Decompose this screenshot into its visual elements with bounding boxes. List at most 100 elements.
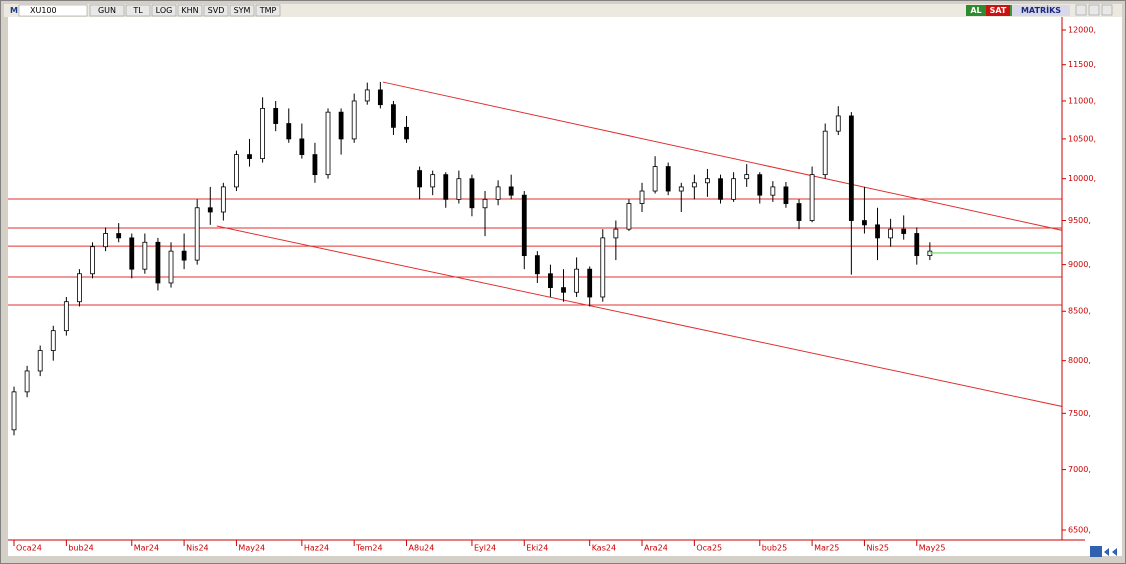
candle-body	[351, 100, 357, 140]
candle-body	[691, 182, 697, 188]
x-tick-label: A8u24	[409, 544, 435, 553]
candle-body	[155, 241, 161, 284]
candle-body	[194, 207, 200, 261]
candle-body	[377, 89, 383, 106]
sell-bg	[986, 5, 1010, 16]
candle-body	[613, 228, 619, 239]
candle-body	[443, 174, 449, 200]
candle-body	[521, 194, 527, 257]
y-tick-label: 9500,	[1068, 216, 1091, 225]
x-tick-label: Kas24	[592, 544, 616, 553]
toolbar-button[interactable]	[229, 4, 255, 17]
x-tick-label: Tem24	[355, 544, 382, 553]
y-tick-label: 10000,	[1068, 174, 1096, 183]
toolbar-button[interactable]	[255, 4, 281, 17]
candle-body	[495, 186, 501, 200]
toolbar-items: M XU100 AL SAT MATRİKS	[10, 4, 1117, 557]
candle-body	[50, 330, 56, 351]
trend-line	[216, 225, 1062, 407]
candle-body	[168, 250, 174, 284]
toolbar-button[interactable]	[177, 4, 203, 17]
candle-body	[731, 178, 737, 200]
candle-body	[561, 287, 566, 293]
candle-body	[534, 255, 540, 275]
buy-bg	[966, 5, 986, 16]
candle-body	[783, 186, 789, 204]
x-tick-label: May25	[919, 544, 946, 553]
candle-body	[260, 108, 266, 159]
toolbar-button-label[interactable]: SYM	[234, 6, 251, 15]
sell-button-text[interactable]: SAT	[990, 6, 1007, 15]
y-tick-label: 11500,	[1068, 60, 1096, 69]
minimize[interactable]	[1075, 4, 1087, 16]
toolbar-button[interactable]	[125, 4, 151, 17]
candle-body	[456, 178, 462, 200]
plot-area	[8, 17, 1062, 540]
x-axis-area	[8, 540, 1122, 556]
candle-body	[796, 203, 802, 221]
candle-body	[705, 178, 710, 184]
candle-body	[325, 111, 331, 176]
candle-body	[77, 273, 82, 303]
x-tick-label: Eki24	[526, 544, 548, 553]
y-axis-area	[1062, 17, 1122, 540]
candle-body	[901, 228, 907, 234]
y-tick-label: 6500,	[1068, 526, 1091, 535]
x-tick-label: Mar25	[814, 544, 839, 553]
toolbar-button-label[interactable]: SVD	[208, 6, 225, 15]
x-tick-label: Nis25	[866, 544, 889, 553]
y-tick-label: 7500,	[1068, 409, 1091, 418]
x-tick-label: Ara24	[644, 544, 668, 553]
toolbar-button[interactable]	[151, 4, 177, 17]
candle-body	[574, 268, 580, 293]
candle-body	[391, 104, 396, 128]
x-tick-label: Oca24	[16, 544, 42, 553]
candle-body	[299, 138, 305, 155]
candle-body	[338, 111, 344, 140]
candle-body	[11, 391, 17, 431]
candle-body	[482, 198, 488, 209]
candle-body	[508, 186, 514, 196]
candle-body	[404, 126, 409, 140]
candle-body	[116, 233, 122, 239]
buy-button-text[interactable]: AL	[970, 6, 981, 15]
maximize[interactable]	[1088, 4, 1100, 16]
candle-body	[639, 190, 645, 204]
candle-body	[626, 203, 632, 230]
candle-body	[848, 115, 854, 221]
symbol-box[interactable]	[18, 4, 88, 17]
candle-body	[548, 273, 553, 289]
toolbar-button-label[interactable]: LOG	[156, 6, 173, 15]
candle-body	[207, 207, 213, 213]
symbol[interactable]: XU100	[30, 6, 57, 15]
candle-body	[142, 241, 148, 270]
y-tick-label: 10500,	[1068, 134, 1096, 143]
x-tick-label: May24	[238, 544, 265, 553]
candle-body	[312, 154, 318, 176]
x-tick-label: Mar24	[134, 544, 159, 553]
toolbar-button-label[interactable]: KHN	[181, 6, 198, 15]
y-tick-label: 9000,	[1068, 260, 1091, 269]
toolbar-button[interactable]	[89, 4, 125, 17]
scroll-icon[interactable]	[1090, 546, 1102, 557]
brand-bg	[1012, 5, 1070, 16]
candle-body	[417, 170, 423, 188]
toolbar-button-label[interactable]: TL	[132, 6, 143, 15]
x-tick-label: bub24	[68, 544, 93, 553]
candle-body	[665, 166, 671, 192]
toolbar-button[interactable]	[203, 4, 229, 17]
candle-body	[286, 123, 292, 140]
candle-body	[744, 174, 750, 180]
scroll-arrows[interactable]	[1104, 548, 1117, 556]
x-tick-label: Haz24	[304, 544, 329, 553]
candle-body	[718, 178, 723, 200]
toolbar-button-label[interactable]: GUN	[98, 6, 116, 15]
close[interactable]	[1101, 4, 1113, 16]
x-tick-label: Nis24	[186, 544, 209, 553]
candle-body	[103, 233, 109, 248]
y-tick-label: 8000,	[1068, 356, 1091, 365]
candle-body	[678, 186, 684, 192]
candle-body	[770, 186, 776, 196]
toolbar-button-label[interactable]: TMP	[259, 6, 277, 15]
